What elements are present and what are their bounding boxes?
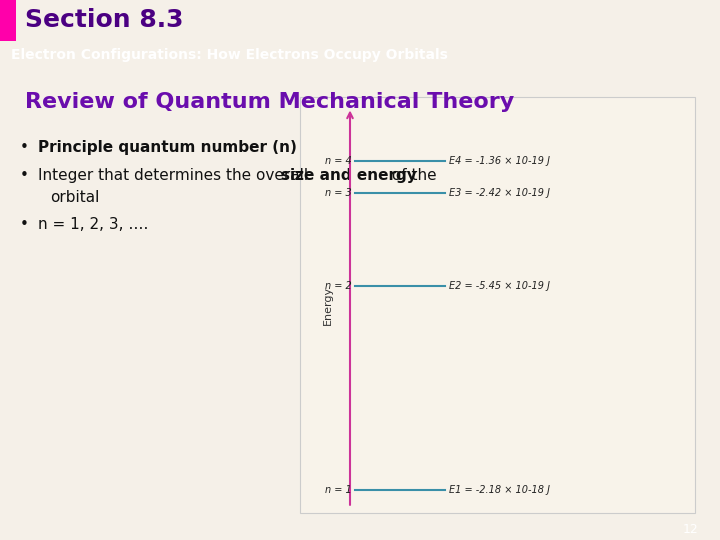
Text: n = 3: n = 3	[325, 187, 352, 198]
Text: orbital: orbital	[50, 190, 99, 205]
Text: size and energy: size and energy	[281, 168, 417, 184]
Bar	[300, 97, 695, 513]
Text: E1 = -2.18 × 10-18 J: E1 = -2.18 × 10-18 J	[449, 485, 550, 495]
Text: Energy: Energy	[323, 286, 333, 325]
Text: n = 1: n = 1	[325, 485, 352, 495]
Text: Integer that determines the overall: Integer that determines the overall	[38, 168, 313, 184]
Text: n = 4: n = 4	[325, 157, 352, 166]
Text: •: •	[20, 168, 29, 184]
Bar	[0, 0, 16, 40]
Text: Review of Quantum Mechanical Theory: Review of Quantum Mechanical Theory	[25, 92, 514, 112]
Text: 12: 12	[683, 523, 698, 536]
Text: E4 = -1.36 × 10-19 J: E4 = -1.36 × 10-19 J	[449, 157, 550, 166]
Text: n = 2: n = 2	[325, 281, 352, 291]
Text: Principle quantum number (n): Principle quantum number (n)	[38, 139, 297, 154]
Text: n = 1, 2, 3, ….: n = 1, 2, 3, ….	[38, 218, 148, 232]
Text: •: •	[20, 139, 29, 154]
Text: E2 = -5.45 × 10-19 J: E2 = -5.45 × 10-19 J	[449, 281, 550, 291]
Text: of the: of the	[387, 168, 436, 184]
Text: E3 = -2.42 × 10-19 J: E3 = -2.42 × 10-19 J	[449, 187, 550, 198]
Text: •: •	[20, 218, 29, 232]
Text: Electron Configurations: How Electrons Occupy Orbitals: Electron Configurations: How Electrons O…	[11, 49, 448, 62]
Text: Section 8.3: Section 8.3	[25, 8, 184, 32]
